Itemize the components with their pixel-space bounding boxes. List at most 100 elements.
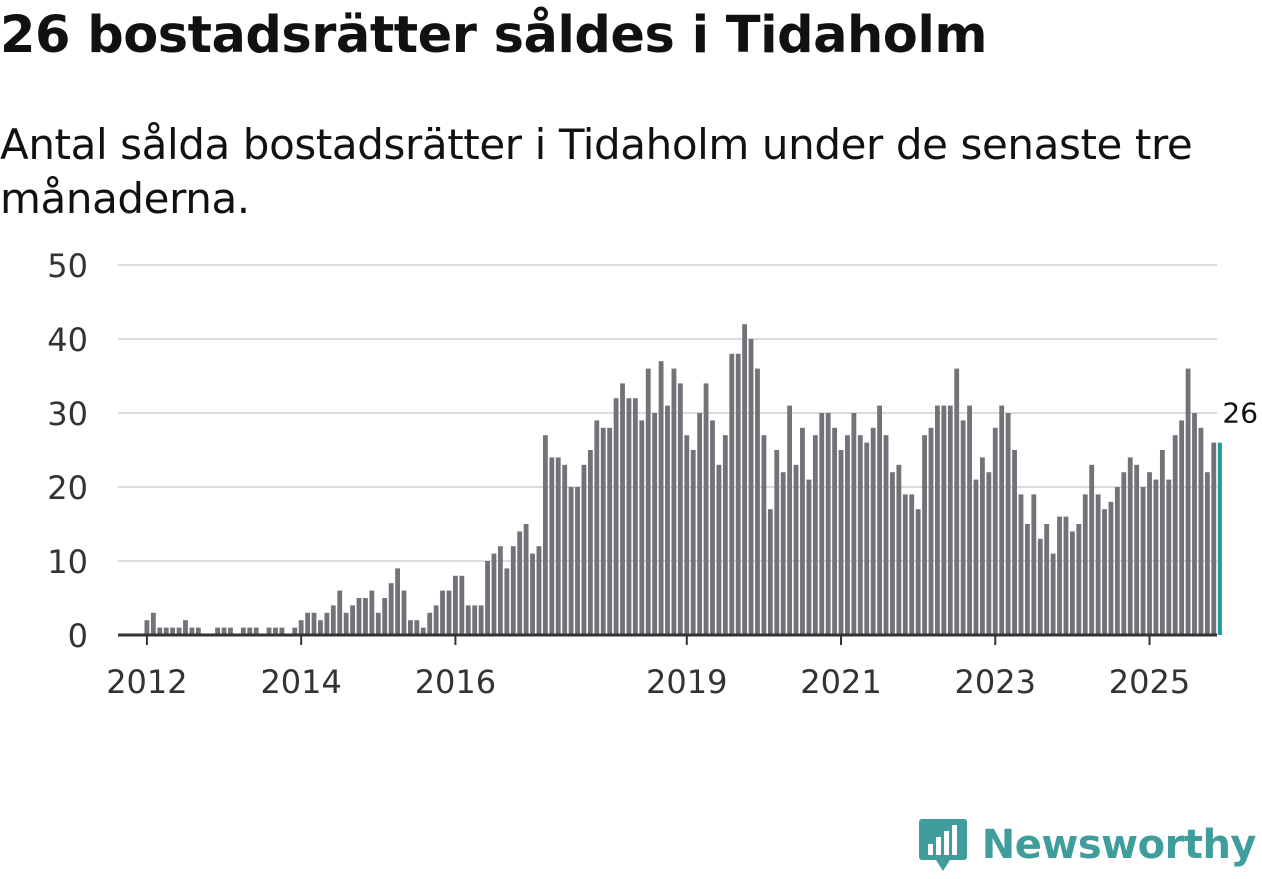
bar bbox=[510, 546, 516, 635]
bar bbox=[1044, 524, 1050, 635]
bar bbox=[189, 627, 195, 635]
bar bbox=[305, 612, 311, 635]
bar bbox=[973, 479, 979, 635]
bar bbox=[452, 575, 458, 635]
bar bbox=[363, 598, 368, 635]
bar bbox=[851, 413, 857, 635]
y-tick-label: 20 bbox=[47, 469, 88, 507]
bar bbox=[382, 598, 388, 635]
bar bbox=[330, 605, 336, 635]
bar bbox=[1147, 472, 1152, 635]
bar bbox=[915, 509, 921, 635]
bar bbox=[343, 612, 349, 635]
bar bbox=[742, 324, 748, 635]
bar bbox=[716, 464, 722, 635]
bar bbox=[157, 627, 163, 635]
bar bbox=[459, 575, 465, 635]
bar bbox=[433, 605, 439, 635]
bar bbox=[806, 479, 812, 635]
bar bbox=[324, 612, 330, 635]
bar bbox=[1005, 413, 1011, 635]
x-tick-label: 2016 bbox=[415, 663, 496, 700]
bar bbox=[446, 590, 452, 635]
bar bbox=[703, 383, 709, 635]
bar bbox=[613, 398, 619, 635]
bar bbox=[960, 420, 966, 635]
bar bbox=[877, 405, 883, 635]
bar bbox=[992, 427, 998, 635]
bar bbox=[163, 627, 169, 635]
x-tick-label: 2014 bbox=[260, 663, 341, 700]
y-tick-label: 10 bbox=[47, 543, 88, 581]
bar bbox=[748, 339, 754, 635]
bar bbox=[922, 435, 927, 635]
bar bbox=[395, 568, 400, 635]
bar bbox=[195, 627, 201, 635]
bar bbox=[1031, 494, 1037, 635]
bar bbox=[600, 427, 606, 635]
bar bbox=[1179, 420, 1185, 635]
bar bbox=[542, 435, 548, 635]
bar bbox=[170, 627, 176, 635]
bar bbox=[825, 413, 831, 635]
bar bbox=[144, 620, 150, 635]
bar bbox=[980, 457, 985, 635]
x-tick-label: 2021 bbox=[800, 663, 881, 700]
bar bbox=[497, 546, 503, 635]
bar bbox=[909, 494, 915, 635]
bar bbox=[870, 427, 876, 635]
bar bbox=[1121, 472, 1127, 635]
bar bbox=[1069, 531, 1075, 635]
bar bbox=[935, 405, 940, 635]
bar bbox=[735, 353, 741, 635]
bar bbox=[228, 627, 233, 635]
bar bbox=[562, 464, 568, 635]
bar bbox=[504, 568, 510, 635]
bar bbox=[1211, 442, 1217, 635]
bar bbox=[632, 398, 638, 635]
bar bbox=[986, 472, 992, 635]
bar bbox=[690, 450, 696, 635]
x-tick-label: 2019 bbox=[646, 663, 727, 700]
bar bbox=[1166, 479, 1172, 635]
bar bbox=[896, 464, 902, 635]
bar bbox=[793, 464, 799, 635]
bar bbox=[800, 427, 805, 635]
bar bbox=[658, 361, 664, 635]
bar bbox=[485, 561, 490, 635]
bar bbox=[832, 427, 838, 635]
bar bbox=[408, 620, 413, 635]
bar bbox=[1057, 516, 1062, 635]
bar bbox=[253, 627, 259, 635]
bar bbox=[388, 583, 394, 635]
bar bbox=[890, 472, 895, 635]
bar bbox=[240, 627, 246, 635]
y-tick-label: 40 bbox=[47, 321, 88, 359]
bar bbox=[549, 457, 555, 635]
bar bbox=[587, 450, 593, 635]
x-tick-label: 2025 bbox=[1109, 663, 1190, 700]
bar bbox=[780, 472, 786, 635]
bar bbox=[864, 442, 870, 635]
chart-subtitle: Antal sålda bostadsrätter i Tidaholm und… bbox=[0, 120, 1193, 223]
bar bbox=[1018, 494, 1024, 635]
bar bbox=[812, 435, 818, 635]
bar bbox=[1140, 487, 1146, 635]
bar bbox=[722, 435, 728, 635]
bar bbox=[1012, 450, 1017, 635]
newsworthy-brand: Newsworthy bbox=[918, 817, 1257, 873]
bar bbox=[639, 420, 645, 635]
bar bbox=[1159, 450, 1165, 635]
bar bbox=[555, 457, 561, 635]
chart-title: 26 bostadsrätter såldes i Tidaholm bbox=[0, 6, 987, 65]
bar bbox=[356, 598, 362, 635]
bar bbox=[401, 590, 407, 635]
bar bbox=[883, 435, 889, 635]
bar bbox=[652, 413, 658, 635]
bar bbox=[1050, 553, 1056, 635]
bar bbox=[947, 405, 953, 635]
bar bbox=[857, 435, 863, 635]
bar bbox=[845, 435, 850, 635]
bar bbox=[607, 427, 613, 635]
bar bbox=[1198, 427, 1204, 635]
